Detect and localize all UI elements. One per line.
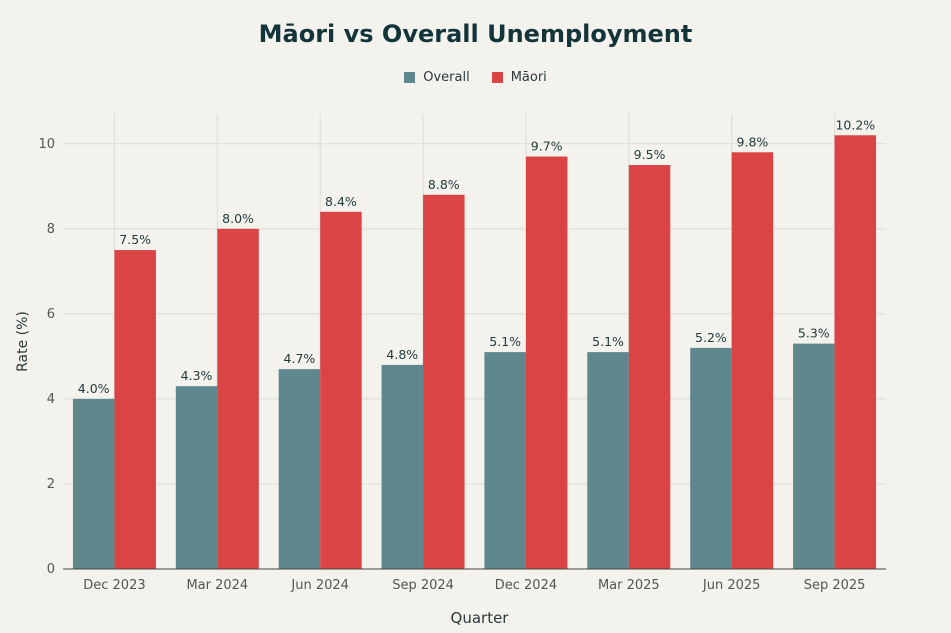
axes: 0 2 4 6 8 10 Dec 2023 Mar 2024 Jun 2024 Sep 2024 D… — [15, 137, 886, 627]
bar-overall-6 — [690, 347, 732, 569]
legend: Overall Māori — [0, 70, 951, 85]
legend-item-maori[interactable]: Māori — [491, 70, 547, 85]
bar-overall-3 — [381, 364, 424, 569]
bar-overall-4 — [484, 352, 526, 569]
data-label-overall-0: 4.0% — [78, 381, 110, 396]
data-label-maori-6: 9.8% — [737, 134, 769, 149]
bar-maori-7 — [834, 135, 877, 569]
x-tick-label-7: Sep 2025 — [804, 578, 866, 593]
y-tick-label-1: 2 — [47, 477, 55, 492]
data-label-maori-7: 10.2% — [835, 117, 875, 132]
data-label-maori-1: 8.0% — [222, 211, 254, 226]
chart-title: Māori vs Overall Unemployment — [258, 20, 693, 48]
data-label-overall-3: 4.8% — [386, 347, 418, 362]
data-label-maori-0: 7.5% — [119, 232, 151, 247]
data-label-overall-5: 5.1% — [592, 334, 624, 349]
data-label-maori-5: 9.5% — [634, 147, 666, 162]
data-labels: 4.0% 4.3% 4.7% 4.8% 5.1% 5.1% 5.2% 5.3% 7.5% 8.0%… — [78, 117, 875, 396]
legend-swatch-overall — [404, 72, 416, 83]
data-label-maori-2: 8.4% — [325, 194, 357, 209]
bar-overall-0 — [72, 398, 115, 569]
bar-overall-2 — [278, 369, 321, 569]
x-tick-label-6: Jun 2025 — [702, 578, 761, 593]
x-tick-label-0: Dec 2023 — [83, 578, 145, 593]
data-label-overall-6: 5.2% — [695, 330, 727, 345]
x-tick-label-3: Sep 2024 — [392, 578, 454, 593]
x-axis-title: Quarter — [451, 609, 510, 627]
bar-maori-4 — [525, 156, 568, 569]
bar-overall-5 — [587, 352, 629, 569]
y-tick-label-4: 8 — [47, 222, 55, 237]
data-label-overall-2: 4.7% — [284, 351, 316, 366]
data-label-maori-4: 9.7% — [531, 139, 563, 154]
data-label-maori-3: 8.8% — [428, 177, 460, 192]
y-tick-label-2: 4 — [47, 392, 55, 407]
bar-overall-7 — [793, 343, 835, 569]
bars — [72, 135, 877, 570]
data-label-overall-1: 4.3% — [181, 368, 213, 383]
y-tick-label-0: 0 — [47, 562, 55, 577]
legend-swatch-maori — [491, 72, 503, 83]
legend-item-overall[interactable]: Overall — [404, 70, 470, 85]
bar-maori-1 — [217, 228, 259, 569]
x-tick-label-4: Dec 2024 — [495, 578, 557, 593]
legend-label-maori: Māori — [510, 70, 547, 85]
data-label-overall-4: 5.1% — [489, 334, 521, 349]
bar-maori-3 — [423, 194, 465, 570]
x-tick-label-1: Mar 2024 — [186, 578, 248, 593]
bar-maori-2 — [320, 211, 362, 569]
legend-label-overall: Overall — [423, 70, 470, 85]
bar-overall-1 — [175, 386, 218, 569]
data-label-overall-7: 5.3% — [798, 326, 830, 341]
bar-maori-0 — [114, 250, 156, 569]
x-tick-label-5: Mar 2025 — [598, 578, 660, 593]
bar-maori-6 — [731, 152, 774, 569]
y-axis-title: Rate (%) — [15, 311, 31, 372]
y-tick-label-5: 10 — [38, 137, 55, 152]
y-tick-label-3: 6 — [47, 307, 55, 322]
bar-maori-5 — [628, 165, 671, 570]
x-tick-label-2: Jun 2024 — [290, 578, 349, 593]
